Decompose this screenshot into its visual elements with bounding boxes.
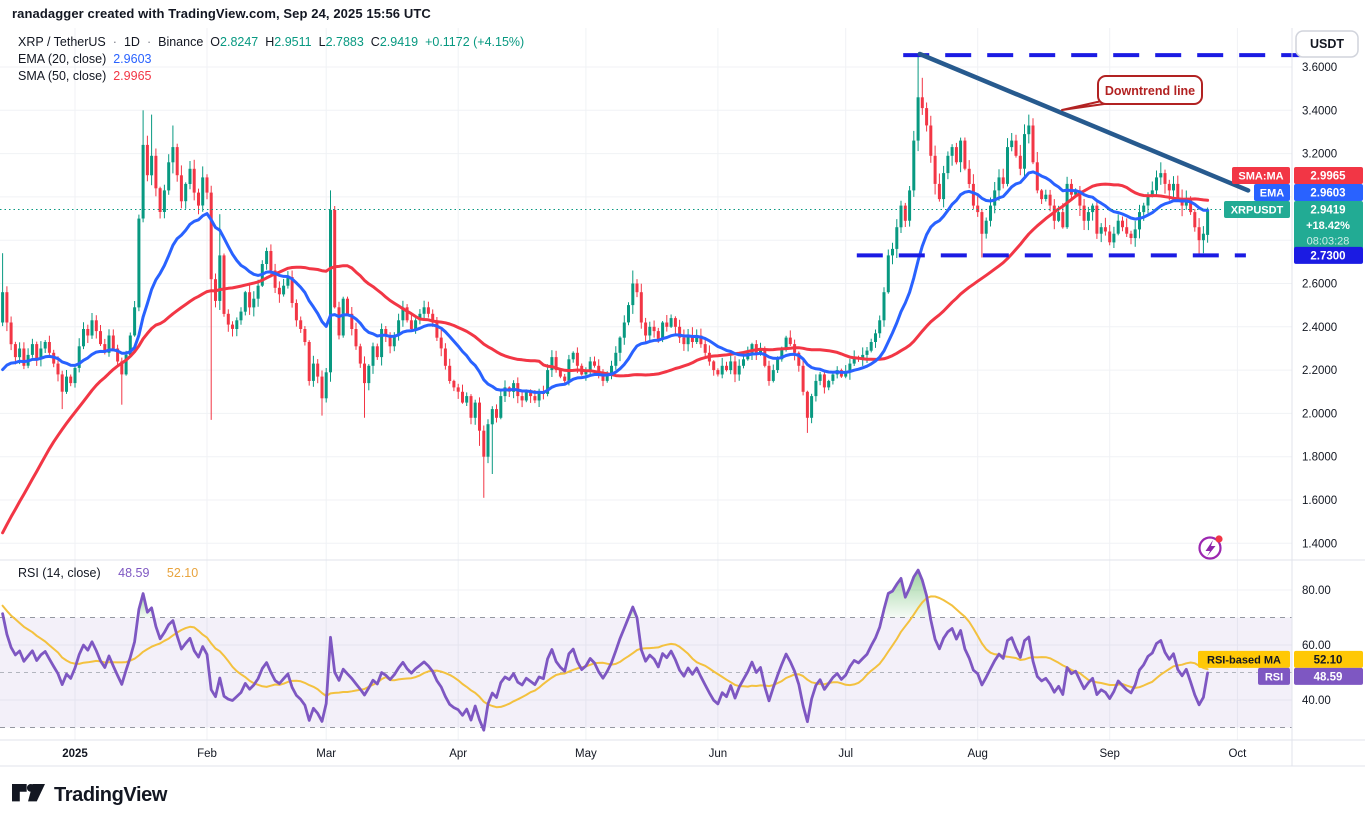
sma-value: 2.9965 [113,69,152,83]
svg-text:80.00: 80.00 [1302,585,1331,597]
time-tick-label: Feb [197,748,217,760]
svg-text:EMA: EMA [1260,188,1285,200]
rsi-label: RSI (14, close) [18,566,101,580]
time-tick-label: Sep [1099,748,1119,760]
symbol-price-tag [1224,201,1290,218]
rsi-ma-value-label [1294,650,1363,668]
time-tick-label: Oct [1228,748,1247,760]
rsi-ma-value: 52.10 [166,566,199,580]
rsi-ma-line [1,595,1209,709]
tradingview-logo-icon [12,784,45,802]
svg-text:RSI-based MA: RSI-based MA [1207,654,1281,666]
brand-name: TradingView [54,783,168,806]
rsi-ma-tag [1198,650,1290,668]
svg-text:3.2000: 3.2000 [1302,149,1337,161]
symbol-legend-row[interactable]: XRP / TetherUS · 1D · Binance O2.8247 H2… [18,34,524,51]
svg-text:2.6000: 2.6000 [1302,279,1337,291]
ema-value: 2.9603 [113,52,152,66]
svg-text:2.2000: 2.2000 [1302,365,1337,377]
rsi-overbought-fill [882,570,931,618]
rsi-line [1,568,1209,732]
sma-price-tag [1232,167,1290,184]
time-tick-label: 2025 [62,748,88,760]
sma-legend-row[interactable]: SMA (50, close) 2.9965 [18,68,524,85]
notification-dot [1215,535,1223,543]
svg-text:2.9965: 2.9965 [1310,171,1346,183]
svg-text:RSI: RSI [1265,671,1283,683]
svg-text:48.59: 48.59 [1314,671,1343,683]
svg-text:40.00: 40.00 [1302,695,1331,707]
sma-price-label [1294,167,1363,184]
svg-text:52.10: 52.10 [1314,654,1343,666]
ema-label: EMA (20, close) [18,52,107,66]
time-tick-label: May [575,748,597,760]
candles [1,54,1210,498]
ema-price-tag [1254,184,1290,201]
ohlc-open: O2.8247 [210,35,259,49]
ema-legend-row[interactable]: EMA (20, close) 2.9603 [18,51,524,68]
svg-text:1.6000: 1.6000 [1302,495,1337,507]
legend-separator: · [146,35,152,49]
svg-text:1.8000: 1.8000 [1302,452,1337,464]
svg-text:SMA:MA: SMA:MA [1238,171,1283,183]
svg-text:2.9419: 2.9419 [1310,205,1345,217]
ema-price-label [1294,184,1363,201]
change-value: +0.1172 (+4.15%) [425,35,525,49]
currency-toggle-button[interactable] [1295,30,1359,58]
last-price-label [1294,201,1363,249]
time-tick-label: Jun [709,748,728,760]
flash-icon[interactable] [1198,535,1223,560]
svg-text:3.4000: 3.4000 [1302,105,1337,117]
tradingview-brand[interactable]: TradingView [12,783,167,807]
svg-text:1.4000: 1.4000 [1302,538,1337,550]
chart-legend: XRP / TetherUS · 1D · Binance O2.8247 H2… [18,34,524,85]
price-scale[interactable]: 3.6000 3.4000 3.2000 2.6000 2.4000 2.2000 2.00… [1295,30,1359,707]
interval-label[interactable]: 1D [123,35,140,49]
attribution-text: ranadagger created with TradingView.com,… [12,6,431,21]
time-scale[interactable]: 2025 Feb Mar Apr May Jun Jul Aug Sep Oct [62,748,1247,760]
svg-text:+18.42%: +18.42% [1306,220,1350,232]
ohlc-high: H2.9511 [265,35,312,49]
exchange-label: Binance [158,35,204,49]
rsi-pane[interactable] [0,568,1292,732]
callout-text: Downtrend line [1105,84,1195,98]
legend-separator: · [112,35,117,49]
rsi-value: 48.59 [118,566,150,580]
time-tick-label: Aug [967,748,987,760]
time-tick-label: Mar [316,748,336,760]
pane-separators [0,28,1365,767]
currency-toggle-label: USDT [1310,37,1344,51]
svg-text:2.4000: 2.4000 [1302,322,1337,334]
main-pane[interactable] [0,54,1292,535]
downtrend-line [917,51,1251,193]
svg-text:3.6000: 3.6000 [1302,62,1337,74]
svg-text:2.9603: 2.9603 [1310,188,1345,200]
sma-line [1,182,1210,535]
svg-text:2.0000: 2.0000 [1302,408,1337,420]
time-tick-label: Jul [838,748,853,760]
user-drawings[interactable]: Downtrend line [856,51,1347,258]
svg-text:XRPUSDT: XRPUSDT [1231,205,1284,217]
ohlc-close: C2.9419 [370,35,419,49]
svg-text:2.7300: 2.7300 [1310,250,1345,262]
symbol-name: XRP / TetherUS [18,35,106,49]
time-tick-label: Apr [449,748,467,760]
axis-price-labels: 2.9419 +18.42% 08:03:28 XRPUSDT 2.9603 EMA 2.9… [1198,167,1363,685]
callout-bubble[interactable] [1097,75,1203,105]
svg-text:60.00: 60.00 [1302,640,1331,652]
ohlc-low: L2.7883 [318,35,364,49]
ema-line [1,170,1210,394]
bar-countdown: 08:03:28 [1307,236,1350,248]
rsi-tag [1258,667,1290,685]
rsi-legend-row[interactable]: RSI (14, close) 48.59 52.10 [18,566,198,580]
rsi-value-label [1294,667,1363,685]
sma-label: SMA (50, close) [18,69,107,83]
support-level-label [1294,246,1363,264]
